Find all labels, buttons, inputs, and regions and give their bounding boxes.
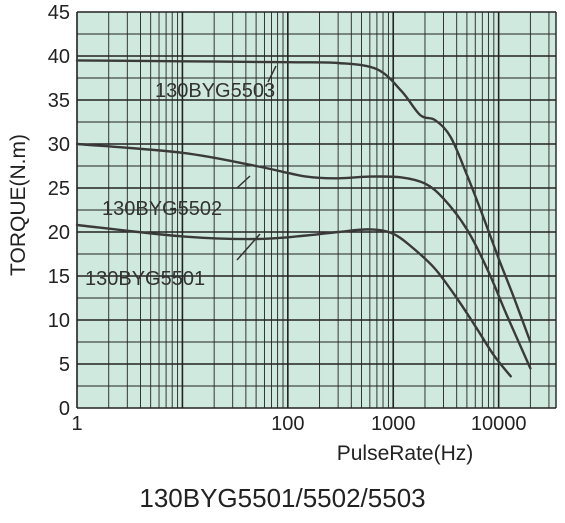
y-tick-label: 0 <box>59 398 70 420</box>
x-tick-label: 1 <box>71 413 82 435</box>
y-tick-label: 30 <box>48 134 70 156</box>
y-tick-label: 5 <box>59 354 70 376</box>
y-tick-label: 20 <box>48 222 70 244</box>
chart-caption: 130BYG5501/5502/5503 <box>139 483 426 513</box>
x-tick-label: 10000 <box>471 413 527 435</box>
y-tick-label: 25 <box>48 178 70 200</box>
y-tick-label: 45 <box>48 2 70 24</box>
annotation-label: 130BYG5502 <box>102 198 222 220</box>
x-axis-label: PulseRate(Hz) <box>337 442 474 465</box>
tick-labels: 0 5 10 15 20 25 30 35 40 45 1 100 1000 10000 <box>48 2 527 435</box>
series-group <box>75 59 532 378</box>
series-line-130byg5503 <box>75 59 532 344</box>
x-tick-label: 100 <box>271 413 304 435</box>
annotation-leader-line <box>267 65 277 83</box>
x-tick-label: 1000 <box>371 413 416 435</box>
y-tick-label: 35 <box>48 90 70 112</box>
series-line-130byg5501 <box>75 223 512 378</box>
y-tick-label: 10 <box>48 310 70 332</box>
annotation-label: 130BYG5501 <box>85 268 205 290</box>
series-line-130byg5502 <box>75 142 532 370</box>
y-tick-label: 15 <box>48 266 70 288</box>
y-tick-label: 40 <box>48 46 70 68</box>
annotation-leader-line <box>236 233 261 261</box>
curve-labels: 130BYG5503 130BYG5502 130BYG5501 <box>85 65 277 290</box>
torque-chart: 130BYG5503 130BYG5502 130BYG5501 0 5 10 15 20 2… <box>7 2 557 465</box>
annotation-leader-line <box>236 175 251 189</box>
annotation-label: 130BYG5503 <box>155 80 275 102</box>
y-axis-label: TORQUE(N.m) <box>7 134 30 276</box>
chart-grid <box>76 11 557 409</box>
